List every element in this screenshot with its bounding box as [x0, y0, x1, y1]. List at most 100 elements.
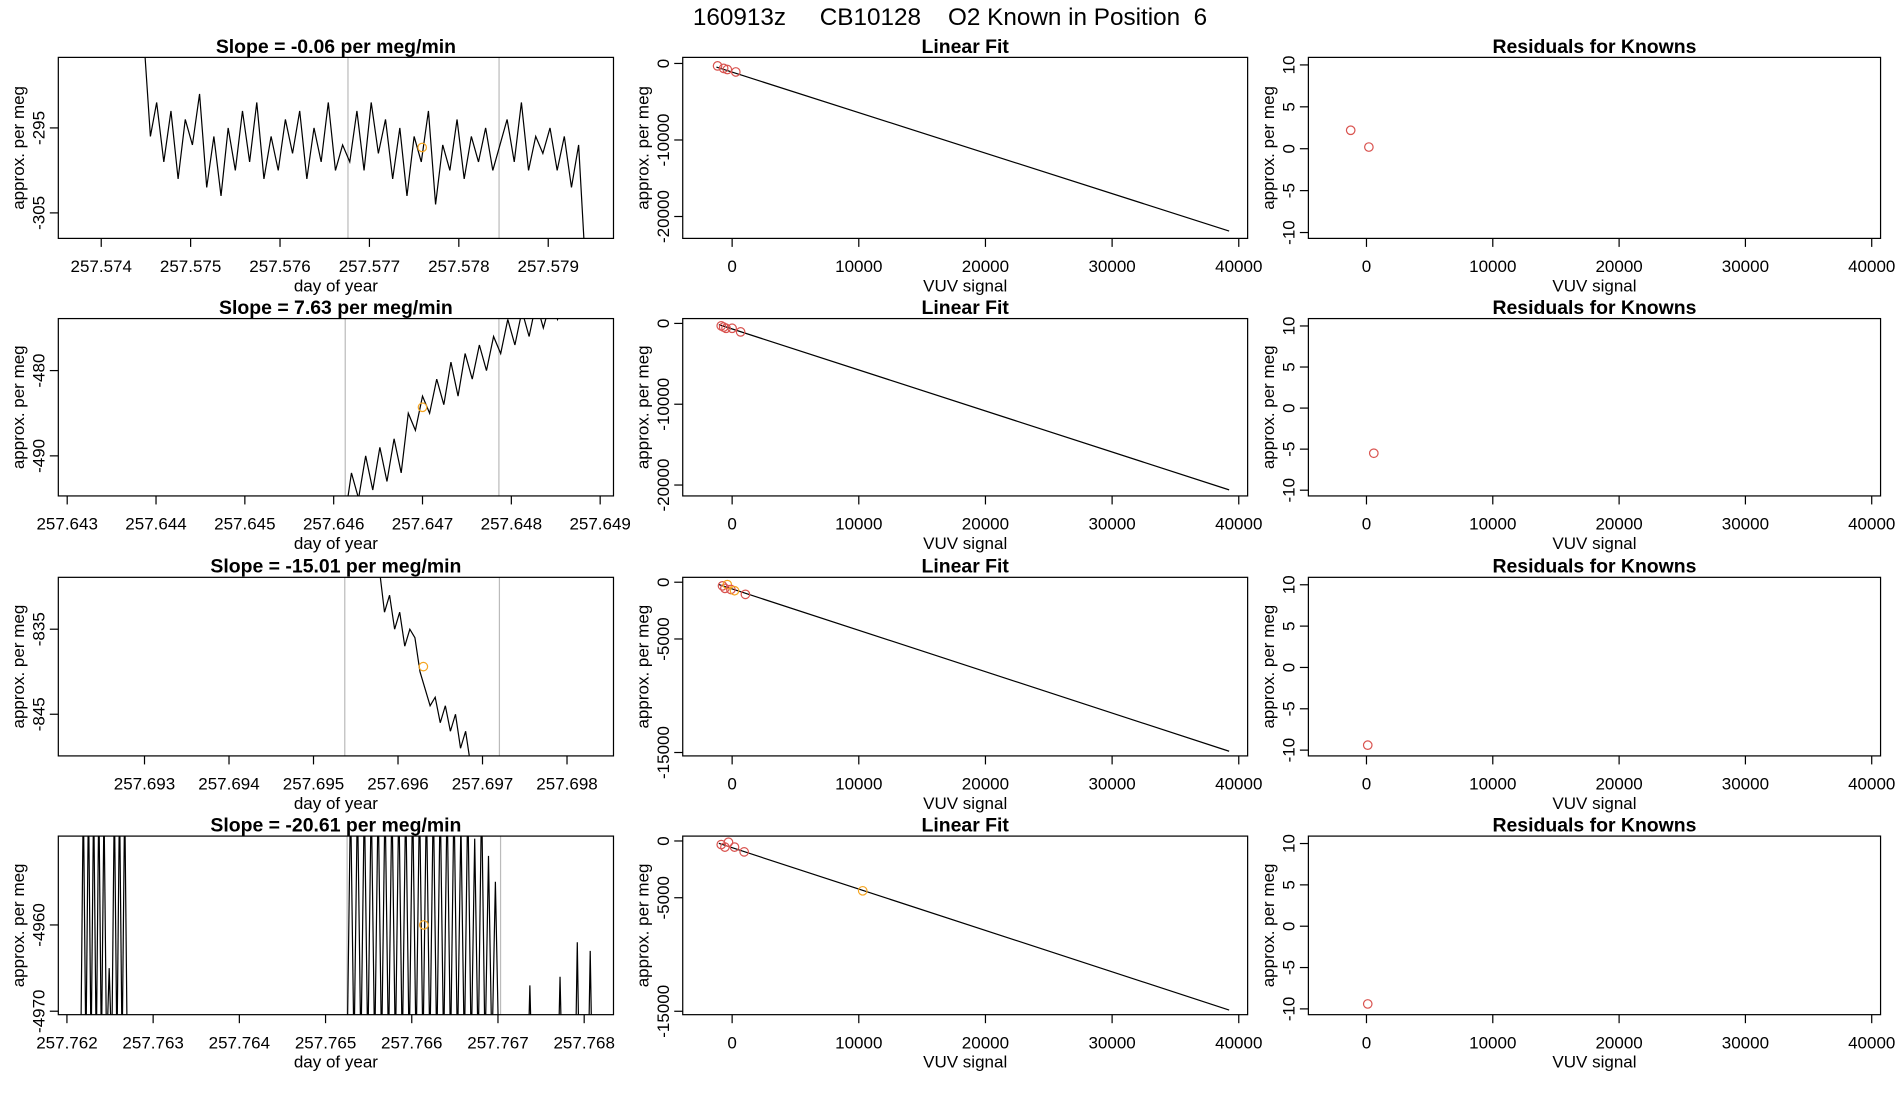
y-tick-label: 5	[1280, 362, 1299, 371]
x-tick-label: 0	[727, 257, 736, 276]
point	[1362, 740, 1373, 751]
x-axis-label: VUV signal	[923, 534, 1007, 553]
fit-line	[718, 842, 1230, 1011]
point	[1362, 999, 1373, 1009]
y-tick-label: -305	[30, 196, 49, 230]
y-axis-label: approx. per meg	[1259, 345, 1278, 469]
x-tick-label: 257.645	[214, 515, 275, 534]
x-tick-label: 257.697	[452, 775, 513, 794]
point	[740, 589, 751, 600]
y-tick-label: -10	[1280, 478, 1299, 503]
x-tick-label: 0	[1362, 515, 1371, 534]
y-tick-label: 10	[1280, 575, 1299, 594]
plot-area	[1362, 999, 1373, 1009]
y-tick-label: 0	[1280, 921, 1299, 930]
y-axis-label: approx. per meg	[1259, 86, 1278, 210]
x-tick-label: 30000	[1088, 775, 1135, 794]
x-tick-label: 257.646	[303, 515, 364, 534]
plot-area	[344, 577, 501, 756]
x-tick-label: 30000	[1722, 257, 1769, 276]
point	[730, 67, 741, 77]
x-tick-label: 20000	[1595, 1033, 1642, 1052]
y-tick-label: -5	[1280, 960, 1299, 975]
panel-title: Linear Fit	[921, 814, 1009, 836]
x-tick-label: 257.644	[125, 515, 186, 534]
panel-title: Residuals for Knowns	[1492, 814, 1696, 836]
point	[739, 847, 750, 857]
x-tick-label: 10000	[1469, 257, 1516, 276]
x-tick-label: 257.693	[114, 775, 175, 794]
y-tick-label: 5	[1280, 102, 1299, 111]
x-tick-label: 40000	[1215, 1033, 1262, 1052]
plot-frame	[1307, 317, 1882, 497]
y-tick-label: -20000	[654, 190, 673, 243]
y-axis-label: approx. per meg	[633, 605, 652, 729]
y-tick-label: -4960	[30, 903, 49, 946]
x-tick-label: 20000	[962, 1033, 1009, 1052]
plot-frame	[57, 835, 615, 1016]
y-tick-label: -5000	[654, 876, 673, 919]
y-tick-label: -5000	[654, 617, 673, 660]
plot-frame	[1307, 835, 1882, 1016]
x-tick-label: 40000	[1848, 257, 1895, 276]
plot-area	[1345, 125, 1374, 152]
x-tick-label: 257.578	[428, 257, 489, 276]
point	[1364, 142, 1374, 152]
x-tick-label: 257.577	[339, 257, 400, 276]
x-axis-label: day of year	[294, 534, 378, 553]
x-tick-label: 30000	[1722, 515, 1769, 534]
x-tick-label: 20000	[962, 515, 1009, 534]
panel-title: Residuals for Knowns	[1492, 36, 1696, 58]
plot-frame	[57, 56, 615, 240]
point	[727, 323, 737, 334]
x-tick-label: 257.647	[392, 515, 453, 534]
data-line	[379, 577, 470, 756]
x-tick-label: 10000	[1469, 515, 1516, 534]
x-tick-label: 0	[1362, 775, 1371, 794]
x-tick-label: 10000	[1469, 775, 1516, 794]
x-tick-label: 257.765	[295, 1033, 356, 1052]
x-axis-label: VUV signal	[1552, 794, 1636, 813]
x-tick-label: 0	[1362, 1033, 1371, 1052]
page-title: 160913z CB10128 O2 Known in Position 6	[693, 4, 1207, 31]
x-axis-label: VUV signal	[923, 276, 1007, 295]
x-tick-label: 20000	[962, 257, 1009, 276]
y-tick-label: -10000	[654, 114, 673, 167]
x-axis-label: VUV signal	[1552, 534, 1636, 553]
x-tick-label: 257.575	[160, 257, 221, 276]
y-tick-label: -295	[30, 111, 49, 145]
point	[735, 327, 746, 337]
x-tick-label: 257.694	[198, 775, 259, 794]
fit-line	[718, 584, 1230, 752]
y-tick-label: -10	[1280, 220, 1299, 245]
data-line	[347, 318, 559, 496]
highlight-point	[418, 920, 429, 930]
panel-title: Slope = -0.06 per meg/min	[216, 36, 456, 58]
x-axis-label: VUV signal	[1552, 1053, 1636, 1072]
x-tick-label: 30000	[1722, 775, 1769, 794]
panel-title: Linear Fit	[921, 36, 1009, 58]
plot-area	[716, 837, 1230, 1011]
y-tick-label: 0	[1280, 403, 1299, 412]
x-tick-label: 20000	[962, 775, 1009, 794]
point	[1345, 125, 1356, 136]
x-tick-label: 257.764	[209, 1033, 270, 1052]
plot-area	[717, 579, 1230, 752]
x-tick-label: 257.762	[36, 1033, 97, 1052]
plot-area	[1362, 740, 1373, 751]
x-tick-label: 0	[727, 1033, 736, 1052]
y-tick-label: 0	[654, 577, 673, 586]
plot-frame	[1307, 56, 1882, 240]
point	[723, 837, 734, 848]
x-axis-label: day of year	[294, 794, 378, 813]
y-tick-label: 0	[1280, 144, 1299, 153]
fit-line	[718, 324, 1230, 491]
x-tick-label: 257.698	[536, 775, 597, 794]
y-tick-label: 10	[1280, 834, 1299, 853]
panel-title: Slope = 7.63 per meg/min	[219, 297, 453, 319]
data-line	[80, 836, 592, 1015]
x-tick-label: 257.574	[70, 257, 131, 276]
x-tick-label: 10000	[835, 257, 882, 276]
point	[712, 61, 723, 71]
